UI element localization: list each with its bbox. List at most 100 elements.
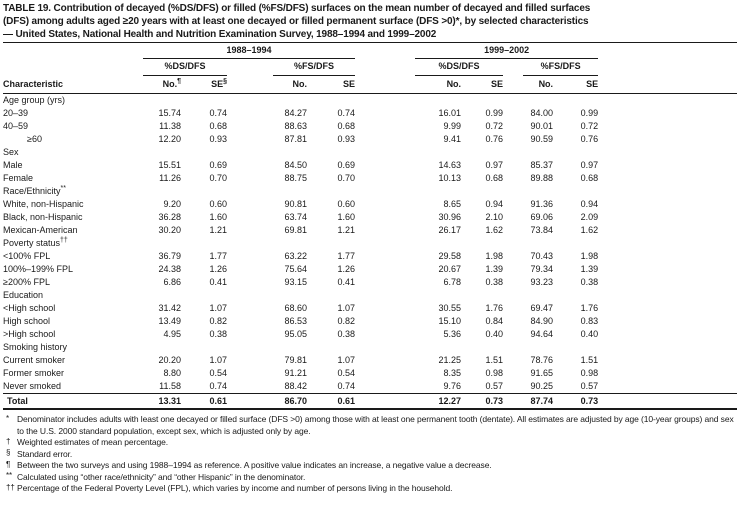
value-cell: 0.74 (209, 381, 227, 391)
row-label: High school (3, 316, 51, 326)
footnote-text: Calculated using “other race/ethnicity” … (17, 471, 306, 482)
section-label: Smoking history (3, 342, 68, 352)
value-cell: 6.86 (163, 277, 181, 287)
spacer (598, 250, 737, 263)
section-label: Education (3, 290, 44, 300)
gutter (355, 107, 415, 120)
row-label: >High school (3, 329, 56, 339)
row-label: ≥200% FPL (3, 277, 50, 287)
value-cell: 0.40 (580, 329, 599, 339)
value-cell: 9.20 (163, 199, 181, 209)
gutter (355, 276, 415, 289)
spacer (598, 328, 737, 341)
table-row: 20–39 15.74 0.74 84.27 0.74 16.01 0.99 84.00 0.9… (3, 107, 737, 120)
value-cell: 75.64 (284, 264, 307, 274)
gutter (355, 198, 415, 211)
empty-cell (3, 59, 143, 76)
gutter (227, 120, 273, 133)
total-row: Total 13.31 0.61 86.70 0.61 12.27 0.73 87.74 0.7… (3, 393, 737, 409)
gutter (355, 354, 415, 367)
value-cell: 88.63 (284, 121, 307, 131)
value-cell: 0.54 (209, 368, 227, 378)
value-cell: 70.43 (530, 251, 554, 261)
value-cell: 0.93 (209, 134, 227, 144)
value-cell: 79.34 (530, 264, 554, 274)
value-cell: 88.75 (284, 173, 307, 183)
header-measure-row: %DS/DFS %FS/DFS %DS/DFS %FS/DFS (3, 58, 737, 76)
value-cell: 91.36 (530, 199, 554, 209)
row-label: 40–59 (3, 121, 29, 131)
value-cell: 0.99 (485, 108, 504, 118)
gutter (355, 59, 415, 76)
value-cell: 1.98 (580, 251, 599, 261)
value-cell: 0.38 (580, 277, 599, 287)
value-cell: 1.21 (337, 225, 356, 235)
table-row: Current smoker 20.20 1.07 79.81 1.07 21.25 1.5… (3, 354, 737, 367)
value-cell: 15.74 (158, 108, 181, 118)
value-cell: 0.72 (580, 121, 599, 131)
value-cell: 15.51 (158, 160, 181, 170)
gutter (227, 328, 273, 341)
table-body: Age group (yrs) 20–39 15.74 0.74 84.27 0.74 16… (3, 94, 737, 409)
gutter (503, 302, 523, 315)
value-cell: 0.93 (337, 134, 356, 144)
value-cell: 1.51 (485, 355, 504, 365)
spacer (598, 263, 737, 276)
spacer (598, 380, 737, 394)
value-cell: 8.65 (443, 199, 462, 209)
value-cell: 87.81 (284, 134, 307, 144)
measure-ds-1999: %DS/DFS (415, 58, 504, 76)
row-label: Female (3, 173, 34, 183)
gutter (503, 263, 523, 276)
value-cell: 69.81 (284, 225, 307, 235)
value-cell: 0.40 (485, 329, 504, 339)
col-se-header: SE (461, 75, 504, 94)
gutter (503, 367, 523, 380)
col-se-header: SE (553, 75, 599, 94)
value-cell: 0.83 (580, 316, 599, 326)
value-cell: 0.57 (580, 381, 599, 391)
section-row: Poverty status†† (3, 237, 737, 250)
value-cell: 0.60 (209, 199, 227, 209)
col-no-header: No. (273, 75, 307, 94)
spacer (598, 59, 737, 76)
value-cell: 21.25 (438, 355, 462, 365)
footnotes: * Denominator includes adults with least … (3, 414, 735, 495)
spacer (598, 224, 737, 237)
table-title: TABLE 19. Contribution of decayed (%DS/D… (3, 2, 735, 41)
spacer (598, 75, 737, 94)
value-cell: 89.88 (530, 173, 554, 183)
gutter (227, 75, 273, 94)
value-cell: 84.27 (284, 108, 307, 118)
gutter (355, 302, 415, 315)
value-cell: 1.21 (209, 225, 227, 235)
gutter (227, 276, 273, 289)
gutter (227, 198, 273, 211)
value-cell: 88.42 (284, 381, 307, 391)
value-cell: 0.70 (209, 173, 227, 183)
gutter (355, 315, 415, 328)
value-cell: 9.76 (443, 381, 462, 391)
gutter (503, 354, 523, 367)
footnote-symbol: †† (6, 482, 15, 492)
table-row: 40–59 11.38 0.68 88.63 0.68 9.99 0.72 90.01 0.72 (3, 120, 737, 133)
row-label: Total (3, 393, 143, 409)
gutter (355, 211, 415, 224)
spacer (598, 315, 737, 328)
gutter (503, 133, 523, 146)
value-cell: 12.20 (158, 134, 181, 144)
spacer (598, 302, 737, 315)
value-cell: 0.74 (337, 108, 356, 118)
section-row: Race/Ethnicity** (3, 185, 737, 198)
section-label: Race/Ethnicity** (3, 185, 66, 196)
value-cell: 20.20 (158, 355, 181, 365)
col-se-header: SE (307, 75, 356, 94)
value-cell: 0.69 (337, 160, 356, 170)
value-cell: 9.99 (443, 121, 462, 131)
footnote-mark: ** (60, 185, 66, 192)
value-cell: 1.60 (337, 212, 356, 222)
table-row: White, non-Hispanic 9.20 0.60 90.81 0.60 8.65… (3, 198, 737, 211)
value-cell: 8.35 (443, 368, 462, 378)
table-row: Female 11.26 0.70 88.75 0.70 10.13 0.68 89.88 0.… (3, 172, 737, 185)
footnote-text: Weighted estimates of mean percentage. (17, 437, 169, 447)
